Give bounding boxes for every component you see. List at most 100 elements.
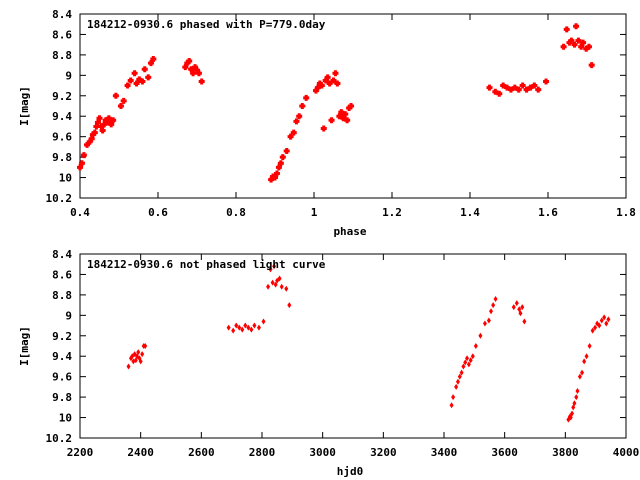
y-tick-label: 10.2 [46, 432, 73, 445]
plot-frame [79, 13, 627, 199]
data-point [454, 383, 459, 390]
data-point [457, 373, 462, 380]
y-tick-label: 9.2 [52, 90, 72, 103]
y-tick-label: 9.6 [52, 131, 72, 144]
data-point [290, 129, 297, 136]
data-point [108, 121, 115, 128]
x-tick-label: 0.4 [70, 206, 90, 219]
data-point [496, 90, 503, 97]
data-points [126, 263, 611, 423]
data-point [279, 283, 284, 290]
data-point [283, 147, 290, 154]
data-point [593, 324, 598, 331]
data-point [348, 103, 355, 109]
x-tick-label: 2400 [127, 446, 154, 459]
data-point [478, 332, 483, 339]
x-tick-label: 1 [311, 206, 318, 219]
data-point [486, 84, 493, 91]
data-point [590, 327, 595, 334]
axis-ticks: 2200 2400 2600 2800 3000 3200 3400 3600 3800 4000… [46, 248, 640, 459]
axis-ticks: 0.4 0.6 0.8 1 1.2 1.4 1.6 1.8 8.4 8.6 8.8 9 9.2 9.4 9.… [46, 8, 636, 219]
x-tick-label: 4000 [613, 446, 640, 459]
data-point [104, 119, 111, 126]
data-point [470, 353, 475, 360]
data-point [580, 39, 587, 46]
data-point [504, 84, 511, 91]
x-tick-label: 3600 [491, 446, 518, 459]
y-tick-label: 9.2 [52, 330, 72, 343]
data-point [492, 88, 499, 95]
data-point [96, 115, 103, 122]
data-point [249, 326, 254, 333]
data-point [195, 70, 202, 77]
data-point [127, 77, 134, 84]
data-point [234, 322, 239, 329]
x-axis-label: hjd0 [337, 465, 364, 478]
data-point [518, 310, 523, 317]
x-tick-label: 2600 [188, 446, 215, 459]
data-point [136, 349, 141, 356]
y-tick-label: 8.4 [52, 248, 72, 261]
y-tick-label: 9.8 [52, 391, 72, 404]
x-tick-label: 3000 [309, 446, 336, 459]
data-point [597, 322, 602, 329]
data-point [568, 37, 575, 44]
data-point [332, 70, 339, 77]
data-point [112, 92, 119, 99]
data-point [451, 394, 456, 401]
x-tick-label: 1.6 [538, 206, 558, 219]
data-point [519, 82, 526, 89]
data-point [336, 113, 343, 120]
y-axis-label: I[mag] [18, 86, 31, 126]
data-point [270, 279, 275, 286]
y-tick-label: 8.8 [52, 49, 72, 62]
y-tick-label: 8.8 [52, 289, 72, 302]
data-point [198, 78, 205, 85]
y-tick-label: 10 [59, 172, 72, 185]
data-point [465, 355, 470, 362]
data-point [296, 113, 303, 120]
data-point [124, 82, 131, 89]
data-point [133, 80, 140, 87]
data-point [190, 70, 197, 77]
data-point [140, 351, 145, 358]
data-point [577, 373, 582, 380]
data-point [273, 170, 280, 177]
data-point [78, 160, 85, 167]
data-points [77, 23, 595, 183]
data-point [303, 94, 310, 101]
data-point [543, 78, 550, 85]
data-point [279, 154, 286, 161]
data-point [461, 363, 466, 370]
data-point [261, 318, 266, 325]
data-point [560, 43, 567, 50]
data-point [334, 80, 341, 87]
data-point [141, 66, 148, 73]
data-point [268, 266, 273, 273]
phased-light-curve-chart: 0.4 0.6 0.8 1 1.2 1.4 1.6 1.8 8.4 8.6 8.8 9 9.2 9.4 9.… [18, 8, 636, 238]
data-point [500, 82, 507, 89]
data-point [110, 117, 117, 124]
data-point [575, 37, 582, 44]
data-point [77, 164, 83, 171]
data-point [511, 304, 516, 311]
data-point [326, 80, 333, 87]
data-point [240, 326, 245, 333]
data-point [231, 327, 236, 334]
data-point [582, 358, 587, 365]
data-point [338, 109, 345, 116]
data-point [272, 174, 278, 181]
x-tick-label: 0.6 [148, 206, 168, 219]
data-point [588, 62, 595, 69]
data-point [256, 324, 261, 331]
data-point [514, 300, 519, 307]
unphased-light-curve-chart: 2200 2400 2600 2800 3000 3200 3400 3600 3800 4000… [18, 248, 639, 478]
x-tick-label: 1.4 [460, 206, 480, 219]
data-point [314, 84, 321, 91]
data-point [252, 322, 257, 329]
data-point [523, 86, 530, 93]
x-tick-label: 3800 [552, 446, 579, 459]
data-point [277, 160, 284, 167]
data-point [463, 359, 468, 366]
data-point [535, 86, 542, 93]
